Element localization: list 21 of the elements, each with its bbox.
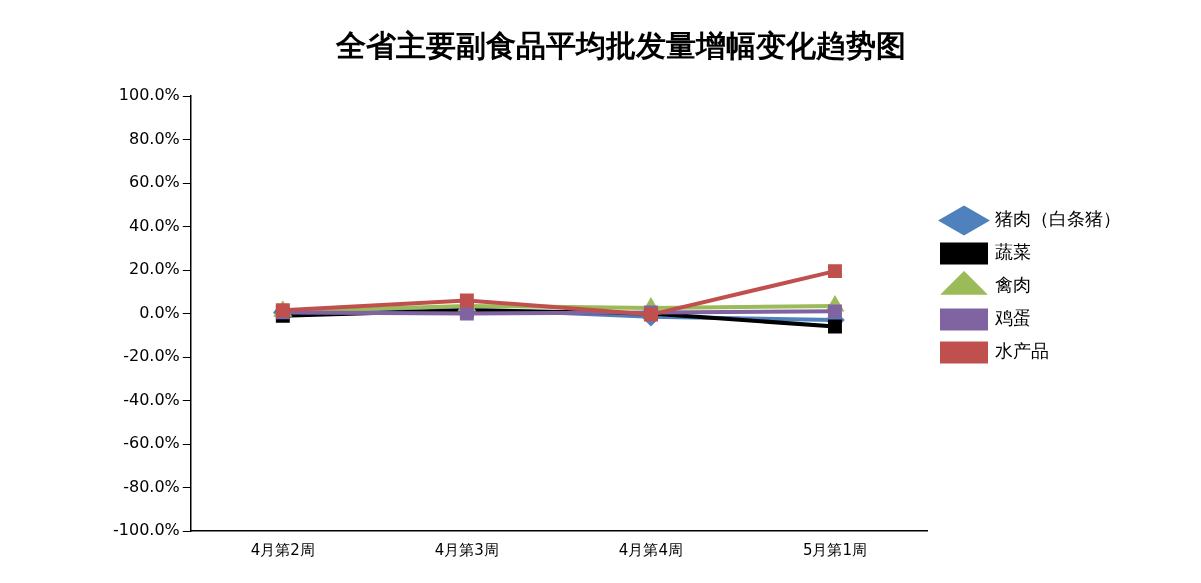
y-tick-label: -80.0% [123, 476, 180, 496]
legend-label: 鸡蛋 [994, 307, 1031, 329]
y-tick-label: -40.0% [123, 389, 180, 409]
legend-label: 禽肉 [995, 274, 1031, 296]
y-tick-label: 80.0% [128, 128, 180, 148]
y-tick-label: -100.0% [113, 520, 180, 540]
legend-label: 蔬菜 [995, 241, 1031, 263]
chart-title: 全省主要副食品平均批发量增幅变化趋势图 [334, 27, 906, 63]
legend-label: 水产品 [995, 340, 1049, 362]
y-tick-label: 40.0% [128, 215, 180, 235]
y-tick-label: 20.0% [128, 259, 180, 279]
y-tick-label: 0.0% [139, 302, 180, 322]
x-tick-label: 4月第3周 [434, 540, 499, 559]
x-tick-label: 5月第1周 [802, 540, 868, 559]
y-tick-label: 60.0% [128, 172, 180, 192]
x-tick-label: 4月第2周 [250, 540, 315, 559]
y-tick-label: -60.0% [123, 433, 180, 453]
y-tick-label: -20.0% [123, 346, 180, 366]
legend-label: 猪肉（白条猪） [995, 208, 1121, 230]
y-tick-label: 100.0% [118, 85, 180, 105]
x-tick-label: 4月第4周 [618, 540, 683, 559]
